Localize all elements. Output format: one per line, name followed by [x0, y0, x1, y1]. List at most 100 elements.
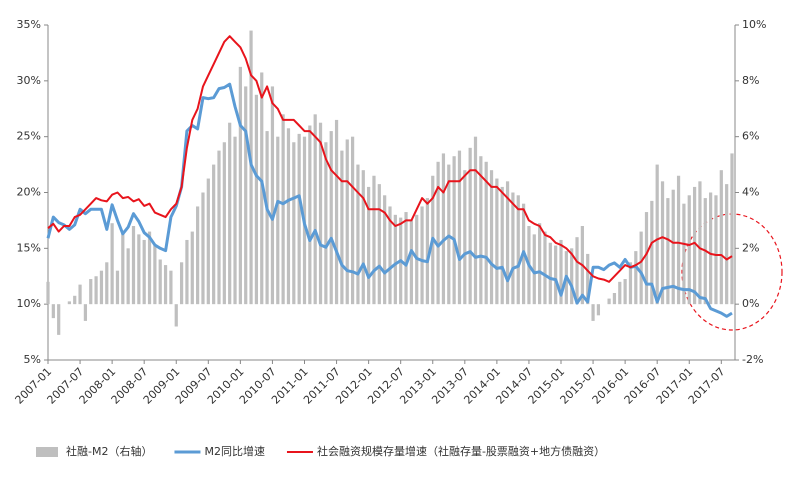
bar: [196, 206, 200, 305]
bar: [463, 170, 467, 305]
bar: [340, 150, 344, 305]
bar: [719, 170, 723, 305]
bar: [532, 234, 536, 305]
bar: [660, 181, 665, 305]
bar: [548, 242, 552, 305]
bar: [228, 122, 232, 305]
bar: [308, 125, 312, 305]
bar: [78, 284, 82, 305]
bar: [420, 206, 424, 305]
bar: [644, 212, 649, 305]
bar: [441, 153, 446, 305]
bar: [543, 231, 547, 305]
bar: [51, 304, 55, 319]
bar: [137, 234, 141, 305]
bar: [110, 223, 114, 305]
bar: [698, 181, 702, 305]
bar: [538, 223, 542, 305]
bar: [244, 86, 248, 305]
bar: [222, 142, 226, 305]
bar: [500, 186, 504, 305]
bar: [297, 133, 301, 305]
y2-tick-label: 2%: [742, 241, 759, 254]
legend-label: M2同比增速: [204, 444, 265, 458]
bar: [46, 281, 50, 305]
bar: [709, 192, 713, 305]
bar: [586, 253, 590, 305]
bar: [318, 122, 323, 305]
bar: [436, 161, 440, 305]
bar: [559, 239, 563, 305]
bar: [57, 304, 61, 335]
bar: [206, 178, 210, 305]
bar: [516, 195, 520, 305]
bar: [655, 164, 659, 305]
bar: [169, 270, 173, 305]
bar: [682, 203, 686, 305]
bar: [115, 270, 120, 305]
bar: [281, 114, 285, 305]
legend-label: 社融-M2（右轴）: [66, 444, 152, 458]
bar: [607, 298, 611, 305]
y2-tick-label: 8%: [742, 74, 759, 87]
bar: [286, 128, 291, 305]
bar: [270, 86, 275, 305]
bar: [131, 226, 136, 305]
bar: [554, 245, 558, 305]
bar: [238, 66, 242, 305]
bar: [158, 259, 162, 305]
bar: [725, 184, 729, 305]
y2-tick-label: 4%: [742, 186, 759, 199]
bar: [142, 239, 146, 305]
bar: [350, 136, 355, 305]
bar: [94, 276, 98, 305]
bar: [730, 153, 734, 305]
bar: [650, 200, 654, 305]
bar: [356, 164, 360, 305]
bar: [671, 189, 675, 305]
bar: [570, 248, 574, 305]
y2-tick-label: 10%: [742, 18, 766, 31]
bar: [329, 131, 333, 305]
bar: [687, 195, 691, 305]
bar: [126, 248, 130, 305]
bar: [217, 150, 221, 305]
y-tick-label: 20%: [17, 186, 41, 199]
bar: [265, 131, 269, 305]
bar: [639, 231, 643, 305]
bar: [361, 170, 365, 305]
bar: [393, 214, 397, 305]
y-tick-label: 5%: [24, 353, 41, 366]
bar: [575, 237, 579, 305]
bar: [212, 164, 216, 305]
bar: [292, 142, 296, 305]
bar: [367, 186, 371, 305]
y-tick-label: 35%: [17, 18, 41, 31]
bar: [505, 181, 510, 305]
bar: [666, 198, 670, 305]
bar: [147, 231, 152, 305]
bar: [479, 156, 483, 305]
bar: [473, 136, 478, 305]
bar: [276, 136, 280, 305]
bar: [457, 150, 462, 305]
bar: [383, 195, 387, 305]
bar: [388, 206, 392, 305]
y-tick-label: 25%: [17, 130, 41, 143]
bar: [425, 198, 430, 305]
y-tick-label: 10%: [17, 297, 41, 310]
bar: [447, 164, 451, 305]
bar: [618, 281, 622, 305]
bar: [372, 175, 376, 305]
bar: [634, 251, 638, 305]
line: [46, 82, 733, 318]
bar: [676, 175, 681, 305]
bar: [313, 114, 317, 305]
y2-tick-label: 6%: [742, 130, 759, 143]
bar: [233, 136, 237, 305]
bar: [495, 178, 499, 305]
bar: [628, 262, 633, 305]
bar: [190, 231, 194, 305]
bar: [99, 270, 104, 305]
bar: [409, 220, 413, 305]
